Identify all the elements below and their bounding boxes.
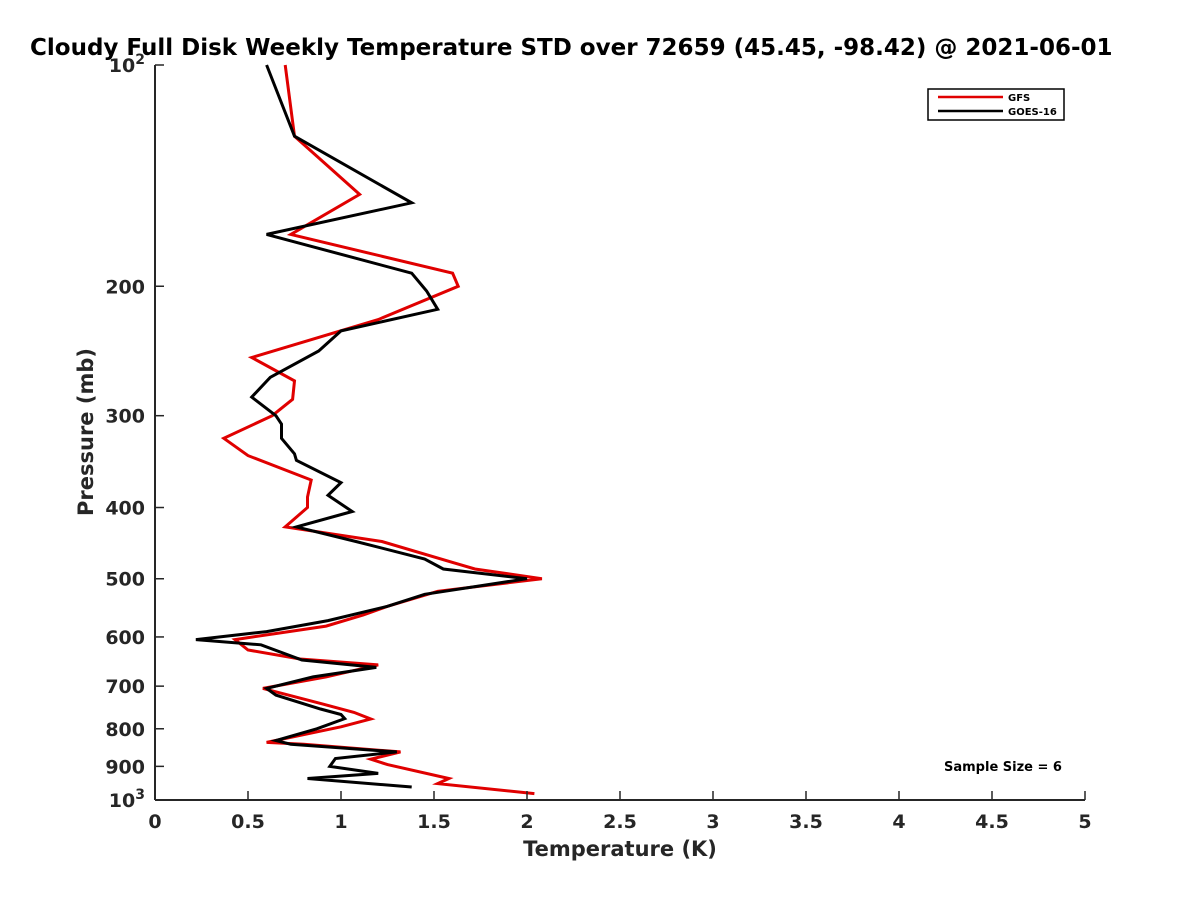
x-ticks: 0 0.5 1 1.5 2 2.5 3 3.5 4 4.5 5 bbox=[148, 791, 1092, 833]
x-tick-label: 2.5 bbox=[603, 811, 637, 833]
legend: GFS GOES-16 bbox=[927, 88, 1065, 121]
x-tick-label: 0 bbox=[148, 811, 161, 833]
legend-label: GOES-16 bbox=[1008, 107, 1057, 118]
y-tick-label: 102 bbox=[109, 52, 145, 77]
x-tick-label: 4 bbox=[892, 811, 905, 833]
x-tick-label: 5 bbox=[1078, 811, 1091, 833]
series-line-goes-16 bbox=[195, 64, 528, 789]
y-tick-label: 500 bbox=[105, 569, 145, 591]
y-tick-label: 600 bbox=[105, 627, 145, 649]
x-tick-label: 3.5 bbox=[789, 811, 823, 833]
x-tick-label: 1.5 bbox=[417, 811, 451, 833]
y-tick-label-base: 10 bbox=[109, 790, 135, 812]
y-tick-label: 700 bbox=[105, 676, 145, 698]
legend-label: GFS bbox=[1008, 93, 1030, 104]
y-tick-label-base: 600 bbox=[105, 627, 145, 649]
y-tick-label: 300 bbox=[105, 406, 145, 428]
y-tick-label-base: 500 bbox=[105, 569, 145, 591]
y-tick-label-base: 300 bbox=[105, 406, 145, 428]
y-tick-label-exponent: 2 bbox=[135, 52, 145, 68]
y-tick-label: 400 bbox=[105, 498, 145, 520]
chart-title: Cloudy Full Disk Weekly Temperature STD … bbox=[30, 35, 1113, 61]
x-tick-label: 1 bbox=[334, 811, 347, 833]
legend-box bbox=[927, 88, 1065, 121]
y-tick-label: 800 bbox=[105, 719, 145, 741]
x-axis-label: Temperature (K) bbox=[523, 837, 717, 861]
y-tick-label-base: 400 bbox=[105, 498, 145, 520]
y-tick-label: 103 bbox=[109, 787, 145, 812]
y-tick-label-base: 900 bbox=[105, 756, 145, 778]
y-tick-label-base: 700 bbox=[105, 676, 145, 698]
sample-size-annotation: Sample Size = 6 bbox=[944, 760, 1062, 775]
y-tick-label: 200 bbox=[105, 276, 145, 298]
x-tick-label: 4.5 bbox=[975, 811, 1009, 833]
y-tick-label-base: 200 bbox=[105, 276, 145, 298]
y-tick-label: 900 bbox=[105, 756, 145, 778]
y-axis-label: Pressure (mb) bbox=[74, 348, 98, 516]
x-tick-label: 3 bbox=[706, 811, 719, 833]
y-tick-label-base: 800 bbox=[105, 719, 145, 741]
x-tick-label: 0.5 bbox=[231, 811, 265, 833]
y-tick-label-exponent: 3 bbox=[135, 787, 145, 803]
plot-area bbox=[195, 64, 543, 796]
y-tick-label-base: 10 bbox=[109, 55, 135, 77]
x-tick-label: 2 bbox=[520, 811, 533, 833]
